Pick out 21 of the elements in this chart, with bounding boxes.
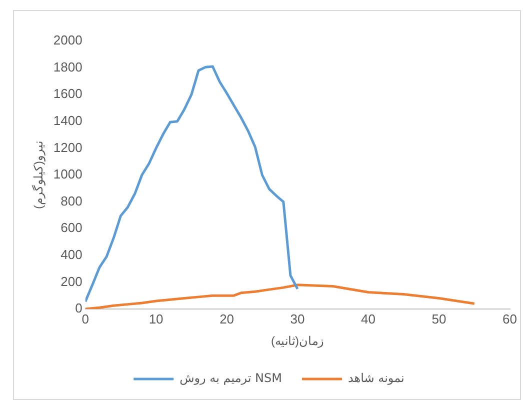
legend-label: ترمیم به روش NSM [180,371,282,386]
y-tick-label: 0 [75,300,82,316]
y-tick-label: 1200 [53,140,82,155]
x-tick-label: 50 [432,311,446,326]
y-tick-label: 1000 [53,166,82,182]
x-tick-label: 20 [220,311,234,326]
legend-label: نمونه شاهد [348,371,404,386]
y-tick-label: 1600 [53,86,82,102]
y-tick-label: 200 [60,274,82,289]
y-tick-label: 1400 [53,112,82,128]
x-axis-title: زمان(ثانیه) [271,334,324,348]
y-tick-label: 400 [60,246,82,262]
y-tick-label: 2000 [53,32,82,48]
y-tick-label: 1800 [53,59,82,74]
x-tick-label: 30 [290,311,305,326]
y-tick-label: 600 [60,220,82,236]
x-tick-label: 40 [361,311,376,326]
x-tick-label: 10 [148,311,164,326]
x-tick-label: 60 [502,311,518,326]
y-tick-label: 800 [60,193,82,208]
y-axis-title: نیرو(کیلوگرم) [32,141,46,209]
